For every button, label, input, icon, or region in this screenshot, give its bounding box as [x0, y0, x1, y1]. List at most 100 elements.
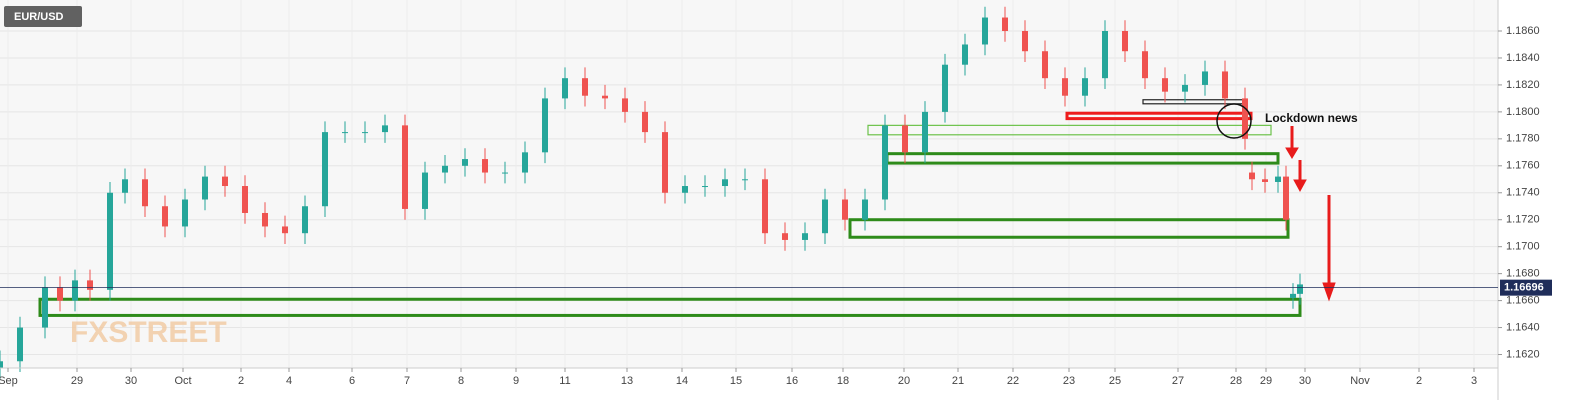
x-tick-label: 25 — [1109, 375, 1121, 387]
chart-title: EUR/USD — [14, 11, 64, 23]
x-tick-label: 29 — [1260, 375, 1272, 387]
y-tick-label: 1.1860 — [1506, 25, 1540, 37]
x-tick-label: 2 — [1416, 375, 1422, 387]
candle-body — [902, 125, 908, 153]
y-tick-label: 1.1800 — [1506, 106, 1540, 118]
candle-body — [1102, 31, 1108, 79]
x-tick-label: 13 — [621, 375, 633, 387]
candle-body — [107, 192, 113, 290]
candle-body — [322, 132, 328, 207]
candle-body — [282, 226, 288, 234]
candle-body — [582, 78, 588, 96]
x-tick-label: 22 — [1007, 375, 1019, 387]
candle-body — [162, 206, 168, 227]
candle-body — [982, 17, 988, 45]
candle-body — [142, 179, 148, 207]
candle-body — [862, 199, 868, 220]
candle-body — [562, 78, 568, 99]
candle-body — [17, 327, 23, 362]
x-tick-label: 3 — [1471, 375, 1477, 387]
x-tick-label: 14 — [676, 375, 688, 387]
candle-body — [122, 179, 128, 193]
x-tick-label: 16 — [786, 375, 798, 387]
candle-body — [1142, 51, 1148, 79]
zone — [848, 218, 1290, 239]
candle-body — [57, 287, 63, 301]
candle-body — [502, 172, 508, 174]
candle-body — [542, 98, 548, 153]
candle-body — [782, 233, 788, 240]
candle-body — [1275, 176, 1281, 182]
symbol-badge — [4, 6, 82, 27]
x-tick-label: 8 — [458, 375, 464, 387]
candle-body — [962, 44, 968, 65]
candle-body — [522, 152, 528, 173]
candle-body — [342, 132, 348, 134]
x-tick-label: 20 — [898, 375, 910, 387]
candle-body — [922, 111, 928, 153]
candle-body — [302, 206, 308, 234]
candle-body — [842, 199, 848, 220]
candle-body — [742, 179, 748, 181]
candle-body — [722, 179, 728, 187]
candle-body — [182, 199, 188, 227]
x-tick-label: 11 — [559, 375, 570, 387]
candle-body — [882, 125, 888, 200]
candle-body — [602, 95, 608, 99]
candle-body — [1290, 293, 1296, 298]
y-tick-label: 1.1820 — [1506, 79, 1540, 91]
arrow-head — [1285, 147, 1299, 159]
candle-body — [362, 132, 368, 134]
candle-body — [382, 125, 388, 133]
candle-body — [702, 186, 708, 188]
candle-body — [1122, 31, 1128, 52]
x-tick-label: 18 — [837, 375, 849, 387]
x-tick-label: 9 — [513, 375, 519, 387]
candle-body — [642, 111, 648, 133]
candle-body — [942, 64, 948, 112]
y-tick-label: 1.1680 — [1506, 268, 1540, 280]
arrow-head — [1322, 282, 1336, 302]
candle-body — [72, 280, 78, 301]
candle-body — [762, 179, 768, 234]
candle-body — [1002, 17, 1008, 32]
watermark: FXSTREET — [70, 316, 227, 349]
arrows — [1285, 126, 1336, 302]
x-tick-label: 2 — [238, 375, 244, 387]
y-tick-label: 1.1640 — [1506, 321, 1540, 333]
candle-body — [202, 176, 208, 200]
x-tick-label: 30 — [1299, 375, 1311, 387]
y-tick-label: 1.1780 — [1506, 133, 1540, 145]
x-tick-label: 28 — [1230, 375, 1242, 387]
candle-body — [262, 212, 268, 227]
candle-body — [1242, 98, 1248, 139]
candle-body — [622, 98, 628, 112]
candle-body — [802, 233, 808, 240]
candle-body — [1202, 71, 1208, 85]
candle-body — [1182, 84, 1188, 92]
candle-body — [1082, 78, 1088, 96]
zone — [867, 124, 1272, 136]
candle-body — [1297, 284, 1303, 294]
plot-background — [0, 0, 1498, 368]
x-tick-label: 7 — [404, 375, 410, 387]
x-tick-label: 30 — [125, 375, 137, 387]
candle-body — [402, 125, 408, 209]
candle-body — [682, 186, 688, 193]
candle-body — [1283, 176, 1289, 220]
y-tick-label: 1.1760 — [1506, 160, 1540, 172]
zone — [38, 297, 1302, 317]
x-tick-label: 21 — [952, 375, 964, 387]
arrow-head — [1293, 179, 1307, 193]
x-tick-label: Oct — [174, 375, 191, 387]
x-tick-label: Nov — [1350, 375, 1370, 387]
x-tick-label: 4 — [286, 375, 292, 387]
candle-body — [222, 176, 228, 187]
x-tick-label: 29 — [71, 375, 83, 387]
candle-body — [1222, 71, 1228, 99]
candles — [0, 6, 1303, 379]
x-tick-label: Sep — [0, 375, 18, 387]
candle-body — [0, 361, 3, 368]
candle-body — [87, 280, 93, 290]
candle-body — [1249, 172, 1255, 180]
